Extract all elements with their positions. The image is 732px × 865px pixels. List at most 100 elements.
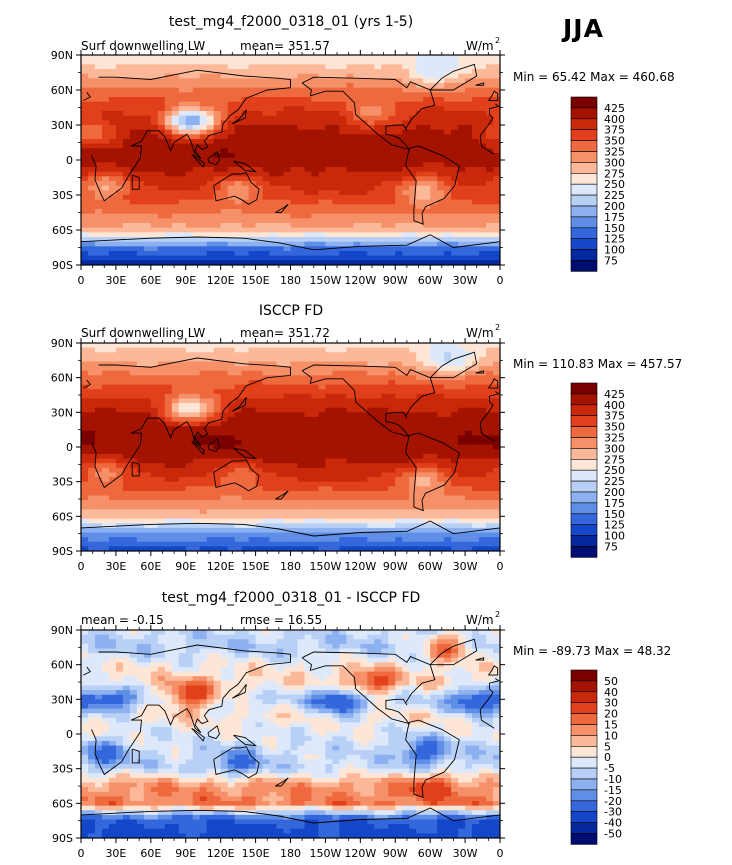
heatmap-cell: [437, 125, 445, 131]
heatmap-cell: [94, 129, 103, 135]
heatmap-cell: [367, 379, 375, 385]
heatmap-cell: [430, 218, 438, 224]
heatmap-cell: [157, 449, 166, 455]
heatmap-cell: [458, 444, 466, 450]
heatmap-cell: [297, 490, 305, 496]
heatmap-cell: [297, 185, 305, 191]
heatmap-cell: [94, 361, 103, 367]
heatmap-cell: [269, 148, 277, 154]
heatmap-cell: [283, 223, 291, 229]
heatmap-cell: [234, 444, 243, 450]
heatmap-cell: [465, 87, 473, 93]
heatmap-cell: [248, 204, 256, 210]
heatmap-cell: [451, 78, 459, 84]
heatmap-cell: [493, 435, 501, 441]
heatmap-cell: [150, 162, 159, 168]
heatmap-cell: [255, 204, 263, 210]
heatmap-cell: [472, 384, 480, 390]
heatmap-cell: [122, 204, 131, 210]
heatmap-cell: [227, 83, 236, 89]
heatmap-cell: [339, 181, 347, 187]
heatmap-cell: [269, 157, 277, 163]
heatmap-cell: [304, 366, 312, 372]
heatmap-cell: [283, 477, 291, 483]
heatmap-cell: [262, 426, 270, 432]
heatmap-cell: [416, 73, 424, 79]
heatmap-cell: [276, 69, 284, 75]
heatmap-cell: [192, 481, 201, 487]
heatmap-cell: [81, 157, 89, 163]
heatmap-cell: [115, 181, 124, 187]
heatmap-cell: [143, 106, 152, 112]
heatmap-cell: [311, 495, 319, 501]
heatmap-cell: [472, 251, 480, 257]
heatmap-cell: [458, 379, 466, 385]
heatmap-cell: [94, 481, 103, 487]
heatmap-cell: [472, 120, 480, 126]
heatmap-cell: [451, 199, 459, 205]
heatmap-cell: [276, 472, 284, 478]
heatmap-cell: [269, 370, 277, 376]
heatmap-cell: [318, 181, 326, 187]
heatmap-cell: [423, 347, 431, 353]
heatmap-cell: [269, 232, 277, 238]
heatmap-cell: [486, 69, 494, 75]
heatmap-cell: [108, 370, 117, 376]
heatmap-cell: [367, 83, 375, 89]
heatmap-cell: [430, 416, 438, 422]
heatmap-cell: [367, 134, 375, 140]
heatmap-cell: [122, 453, 131, 459]
heatmap-cell: [290, 241, 298, 247]
heatmap-cell: [185, 384, 194, 390]
heatmap-cell: [304, 92, 312, 98]
heatmap-cell: [108, 463, 117, 469]
heatmap-cell: [381, 55, 389, 61]
heatmap-cell: [451, 115, 459, 121]
heatmap-cell: [374, 430, 382, 436]
heatmap-cell: [290, 213, 298, 219]
heatmap-cell: [94, 237, 103, 243]
heatmap-cell: [94, 195, 103, 201]
heatmap-cell: [304, 463, 312, 469]
heatmap-cell: [416, 134, 424, 140]
heatmap-cell: [360, 416, 368, 422]
heatmap-cell: [346, 241, 354, 247]
heatmap-cell: [472, 195, 480, 201]
heatmap-cell: [444, 260, 452, 266]
heatmap-cell: [395, 389, 403, 395]
heatmap-cell: [108, 232, 117, 238]
heatmap-cell: [332, 403, 340, 409]
heatmap-cell: [458, 167, 466, 173]
heatmap-cell: [325, 426, 333, 432]
heatmap-cell: [360, 134, 368, 140]
heatmap-cell: [402, 213, 410, 219]
heatmap-cell: [136, 55, 145, 61]
heatmap-cell: [325, 55, 333, 61]
heatmap-cell: [409, 458, 417, 464]
heatmap-cell: [115, 255, 124, 261]
heatmap-cell: [381, 430, 389, 436]
heatmap-cell: [220, 500, 229, 506]
heatmap-cell: [360, 204, 368, 210]
heatmap-cell: [94, 120, 103, 126]
colorbar-label: 275: [604, 167, 625, 180]
heatmap-cell: [318, 87, 326, 93]
heatmap-cell: [164, 97, 173, 103]
heatmap-cell: [199, 115, 208, 121]
heatmap-cell: [402, 111, 410, 117]
heatmap-cell: [332, 463, 340, 469]
heatmap-cell: [332, 59, 340, 65]
heatmap-cell: [486, 403, 494, 409]
heatmap-cell: [276, 458, 284, 464]
heatmap-cell: [423, 481, 431, 487]
heatmap-cell: [416, 255, 424, 261]
heatmap-cell: [276, 101, 284, 107]
heatmap-cell: [430, 343, 438, 349]
heatmap-cell: [136, 375, 145, 381]
heatmap-cell: [269, 106, 277, 112]
heatmap-cell: [283, 59, 291, 65]
heatmap-cell: [227, 176, 236, 182]
heatmap-cell: [304, 106, 312, 112]
heatmap-cell: [283, 361, 291, 367]
heatmap-cell: [248, 213, 256, 219]
